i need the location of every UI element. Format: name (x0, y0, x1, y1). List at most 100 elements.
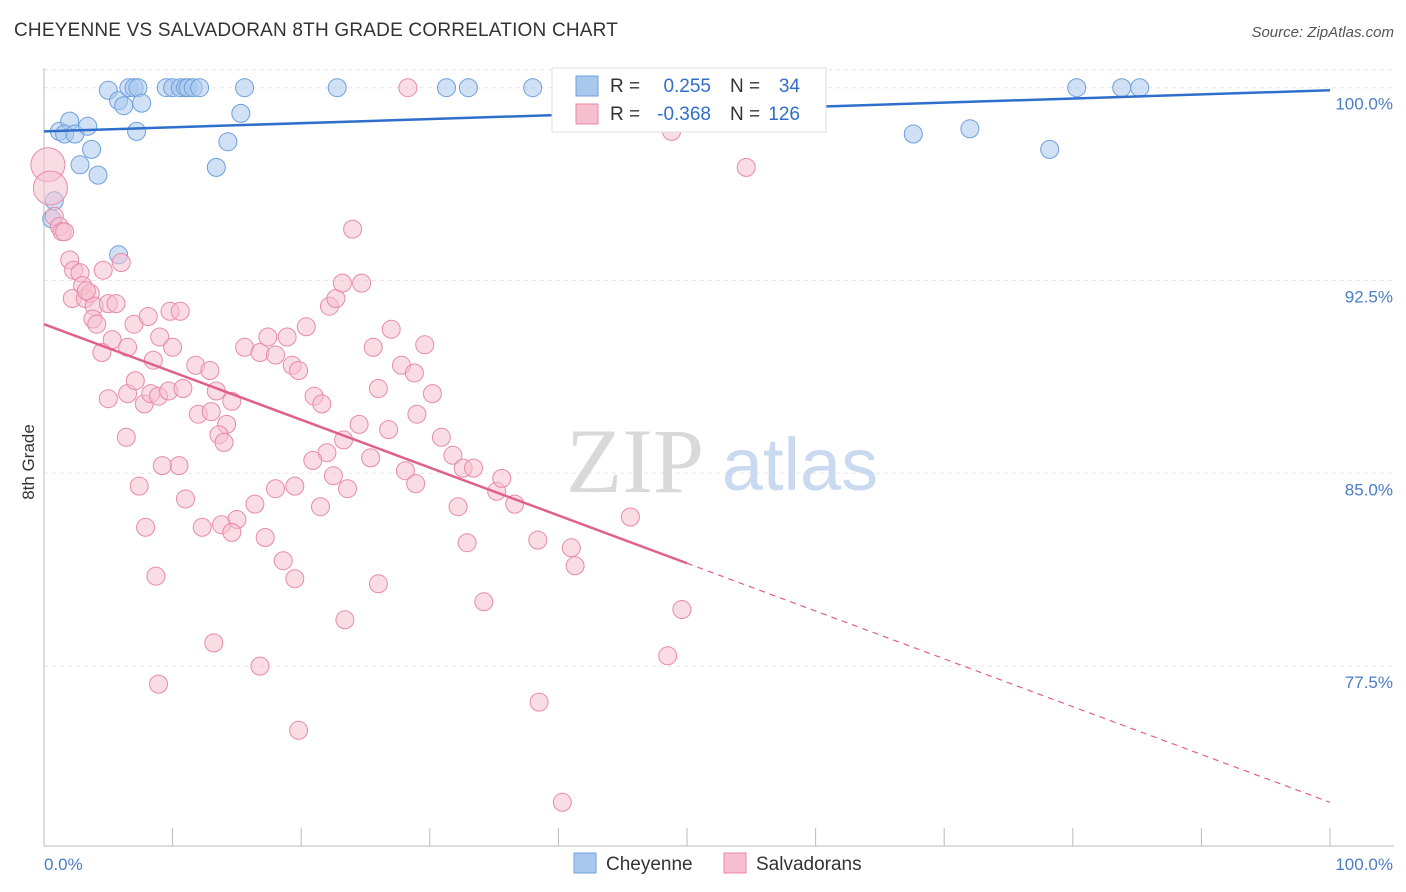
salvadoran-point-35 (173, 379, 193, 398)
salvadoran-point-104 (565, 556, 585, 576)
salvadoran-point-60 (363, 337, 383, 357)
salvadoran-point-110 (149, 674, 168, 694)
salvadoran-trend-extension (686, 562, 1331, 803)
legend-n-label-salvadorans: N = (730, 104, 760, 125)
salvadoran-point-72 (349, 414, 369, 434)
salvadoran-point-99 (406, 474, 426, 494)
salvadoran-point-97 (361, 448, 381, 468)
salvadoran-point-75 (303, 450, 323, 470)
salvadoran-point-87 (116, 427, 136, 447)
legend-n-value-salvadorans: 126 (768, 104, 800, 125)
bottom-legend-swatch-salvadorans (723, 852, 747, 874)
legend-n-value-cheyenne: 34 (779, 76, 801, 97)
legend-r-value-cheyenne: 0.255 (663, 76, 711, 97)
salvadoran-point-86 (136, 517, 156, 537)
salvadoran-point-103 (528, 530, 548, 550)
cheyenne-point-4 (78, 116, 98, 136)
cheyenne-point-28 (437, 78, 456, 98)
salvadoran-point-100 (448, 497, 468, 517)
cheyenne-point-14 (127, 121, 147, 141)
legend-swatch-salvadorans (575, 103, 599, 125)
salvadoran-point-108 (204, 633, 224, 653)
salvadoran-point-119 (464, 458, 483, 478)
y-tick-labels: 77.5% 85.0% 92.5% 100.0% (1335, 95, 1393, 692)
cheyenne-point-24 (218, 132, 238, 152)
salvadoran-point-24 (150, 327, 170, 347)
salvadoran-point-67 (407, 404, 427, 424)
watermark: ZIP atlas (566, 410, 878, 512)
salvadoran-point-106 (368, 574, 388, 594)
salvadoran-point-71 (379, 420, 399, 440)
cheyenne-point-29 (458, 78, 478, 98)
x-tick-labels: 0.0% 100.0% (44, 855, 1393, 874)
salvadoran-point-82 (176, 489, 195, 509)
salvadoran-point-122 (736, 157, 756, 177)
salvadoran-point-48 (266, 345, 285, 365)
salvadoran-point-123 (398, 78, 418, 98)
salvadoran-point-54 (312, 394, 332, 414)
y-tick-label-0: 77.5% (1345, 673, 1393, 692)
salvadoran-point-96 (338, 479, 357, 499)
salvadoran-point-5 (55, 222, 75, 242)
bottom-legend-cheyenne: Cheyenne (606, 854, 693, 875)
salvadoran-point-118 (474, 592, 494, 612)
salvadoran-point-49 (277, 327, 297, 347)
cheyenne-point-34 (960, 119, 980, 139)
cheyenne-point-22 (190, 78, 210, 98)
cheyenne-point-25 (235, 78, 255, 98)
salvadoran-point-26 (170, 301, 190, 321)
cheyenne-point-30 (523, 78, 543, 98)
bottom-legend-salvadorans: Salvadorans (756, 854, 862, 875)
cheyenne-point-27 (327, 78, 347, 98)
salvadoran-point-107 (335, 610, 355, 630)
legend-swatch-cheyenne (575, 75, 599, 97)
salvadoran-point-14 (93, 260, 113, 280)
salvadoran-point-52 (296, 317, 316, 337)
bottom-legend-swatch-cheyenne (573, 852, 597, 874)
salvadoran-point-57 (332, 273, 352, 293)
salvadoran-point-30 (125, 371, 145, 391)
salvadoran-point-90 (222, 522, 242, 542)
cheyenne-point-15 (132, 93, 152, 113)
salvadoran-point-95 (323, 466, 343, 486)
salvadoran-point-59 (352, 273, 372, 293)
salvadoran-point-37 (200, 361, 220, 380)
salvadoran-point-94 (311, 497, 330, 517)
salvadoran-point-116 (620, 507, 640, 527)
cheyenne-point-5 (70, 155, 90, 175)
salvadoran-point-58 (343, 219, 363, 239)
salvadoran-point-18 (87, 314, 107, 334)
y-tick-label-3: 100.0% (1335, 95, 1393, 114)
cheyenne-point-23 (206, 157, 226, 177)
y-tick-label-1: 85.0% (1345, 480, 1393, 499)
cheyenne-point-37 (1112, 78, 1132, 98)
salvadoran-point-64 (404, 363, 424, 383)
legend-r-label-salvadorans: R = (610, 104, 640, 125)
watermark-zip: ZIP (566, 410, 704, 512)
cheyenne-point-26 (231, 103, 251, 123)
salvadoran-point-65 (415, 335, 435, 355)
salvadoran-trend-line (43, 323, 688, 565)
salvadoran-point-115 (552, 792, 572, 812)
cheyenne-point-38 (1130, 78, 1150, 98)
cheyenne-point-36 (1067, 78, 1087, 98)
salvadoran-point-91 (255, 528, 275, 547)
salvadoran-point-1 (32, 170, 68, 206)
grid-lines (44, 69, 1394, 667)
series-cheyenne (42, 78, 1150, 265)
chart-title: CHEYENNE VS SALVADORAN 8TH GRADE CORRELA… (14, 20, 619, 41)
salvadoran-point-81 (192, 517, 212, 537)
salvadoran-point-78 (245, 494, 265, 514)
cheyenne-point-10 (114, 96, 134, 116)
cheyenne-point-7 (88, 165, 108, 185)
chart-source: Source: ZipAtlas.com (1251, 24, 1394, 41)
watermark-atlas: atlas (722, 423, 878, 506)
axes (43, 68, 1394, 847)
cheyenne-point-6 (82, 139, 102, 159)
salvadoran-point-109 (250, 656, 270, 676)
salvadoran-point-69 (443, 445, 463, 465)
salvadoran-point-117 (457, 533, 477, 553)
salvadoran-point-98 (395, 461, 415, 481)
cheyenne-point-35 (1040, 139, 1060, 159)
